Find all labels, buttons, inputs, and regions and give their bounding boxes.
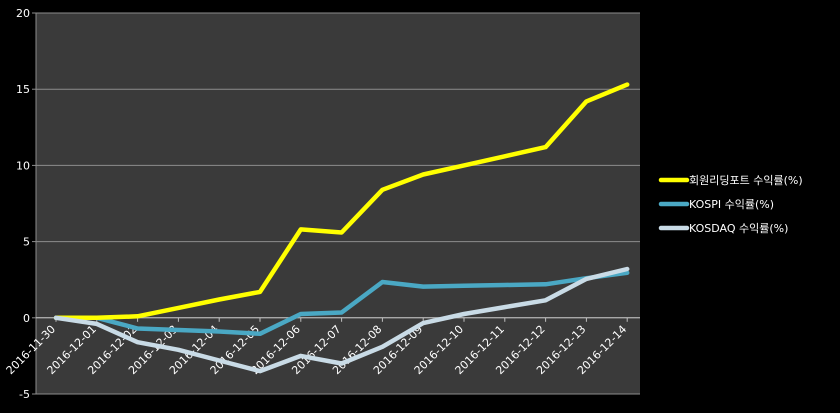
data-point [258,290,262,294]
data-point [136,314,140,318]
legend-label: 회원리딩포트 수익률(%) [689,174,803,187]
data-point [299,227,303,231]
plot-area: -5051015202016-11-302016-12-012016-12-02… [4,7,640,401]
y-tick-label: 0 [23,312,30,325]
data-point [462,312,466,316]
y-tick-label: 5 [23,236,30,249]
data-point [421,173,425,177]
data-point [95,316,99,320]
y-tick-label: -5 [19,388,30,401]
y-tick-label: 20 [16,7,30,20]
data-point [503,283,507,287]
data-point [258,369,262,373]
data-point [503,305,507,309]
data-point [136,340,140,344]
data-point [136,326,140,330]
y-tick-label: 15 [16,83,30,96]
data-point [584,99,588,103]
y-tick-label: 10 [16,159,30,172]
data-point [421,285,425,289]
data-point [625,83,629,87]
data-point [217,298,221,302]
data-point [380,188,384,192]
data-point [217,358,221,362]
data-point [176,328,180,332]
data-point [176,348,180,352]
data-point [625,271,629,275]
data-point [54,316,58,320]
data-point [340,310,344,314]
legend-label: KOSPI 수익률(%) [689,198,774,211]
data-point [258,332,262,336]
data-point [340,362,344,366]
legend-label: KOSDAQ 수익률(%) [689,222,788,235]
data-point [421,321,425,325]
data-point [462,284,466,288]
data-point [380,345,384,349]
data-point [380,280,384,284]
data-point [544,282,548,286]
data-point [503,154,507,158]
data-point [176,306,180,310]
data-point [544,298,548,302]
data-point [299,354,303,358]
data-point [544,145,548,149]
data-point [625,267,629,271]
legend: 회원리딩포트 수익률(%) KOSPI 수익률(%) KOSDAQ 수익률(%) [658,174,803,235]
data-point [217,330,221,334]
data-point [340,230,344,234]
data-point [95,322,99,326]
data-point [584,277,588,281]
data-point [299,312,303,316]
data-point [462,163,466,167]
